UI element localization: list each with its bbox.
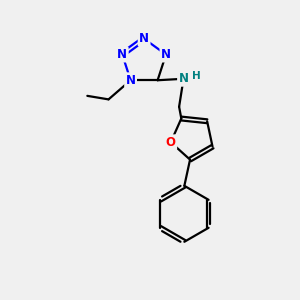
Text: N: N xyxy=(178,72,188,85)
Text: N: N xyxy=(161,48,171,61)
Text: H: H xyxy=(192,71,201,81)
Text: N: N xyxy=(139,32,149,45)
Text: N: N xyxy=(117,48,127,61)
Text: O: O xyxy=(166,136,176,149)
Text: N: N xyxy=(126,74,136,87)
